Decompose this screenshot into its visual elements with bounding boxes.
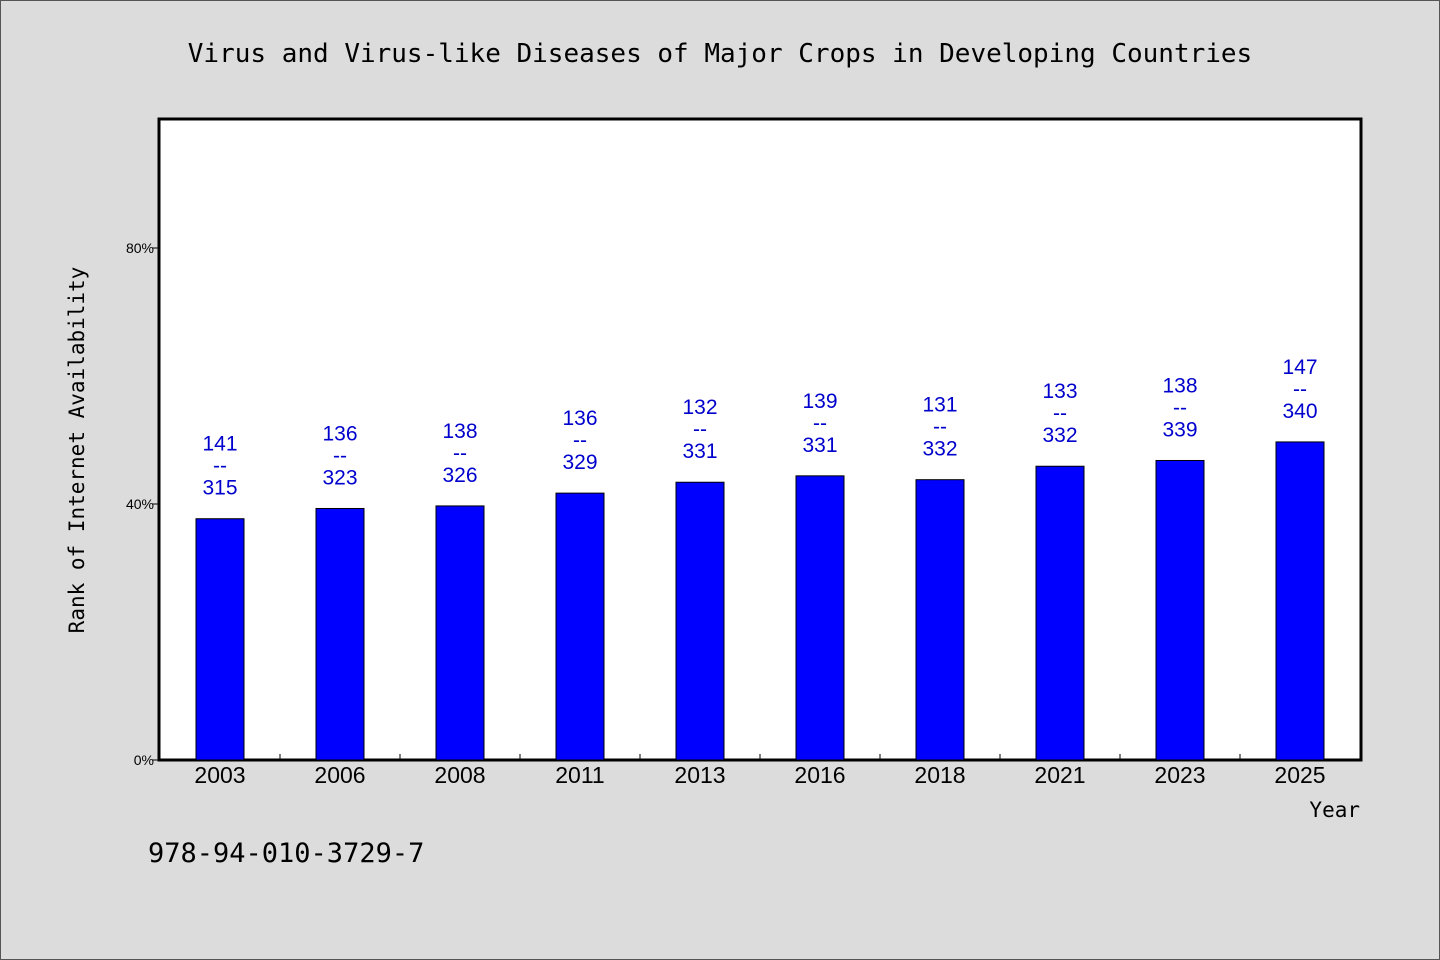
- x-tick-label-2016: 2016: [794, 762, 845, 788]
- data-label-2008-line-3: 326: [442, 464, 477, 487]
- x-tick-label-2018: 2018: [914, 762, 965, 788]
- data-label-2018-line-2: --: [933, 416, 947, 439]
- bars-layer: [195, 441, 1325, 761]
- x-tick-label-2013: 2013: [674, 762, 725, 788]
- data-label-2021-line-3: 332: [1042, 424, 1077, 447]
- data-label-2025-line-1: 147: [1282, 356, 1317, 379]
- data-label-2025-line-3: 340: [1282, 400, 1317, 423]
- y-tick-label-0: 0%: [134, 752, 154, 768]
- data-label-2023-line-2: --: [1173, 396, 1187, 419]
- y-axis-label: Rank of Internet Availability: [65, 267, 89, 634]
- data-label-2003-line-1: 141: [202, 433, 237, 456]
- data-label-2006-line-1: 136: [322, 422, 357, 445]
- footer-identifier: 978-94-010-3729-7: [148, 838, 424, 869]
- data-label-2003-line-3: 315: [202, 477, 237, 500]
- bar-2018: [915, 479, 965, 761]
- data-label-2011-line-2: --: [573, 429, 587, 452]
- bar-2008: [435, 505, 485, 761]
- data-label-2023-line-1: 138: [1162, 374, 1197, 397]
- data-label-2016-line-3: 331: [802, 434, 837, 457]
- y-tick-label-80: 80%: [126, 240, 154, 256]
- x-axis-label: Year: [1309, 798, 1360, 822]
- data-label-2018-line-1: 131: [922, 394, 957, 417]
- bar-2011: [555, 492, 605, 761]
- bar-2016: [795, 475, 845, 761]
- data-label-2013-line-1: 132: [682, 396, 717, 419]
- data-label-2008-line-1: 138: [442, 420, 477, 443]
- data-label-2021-line-1: 133: [1042, 380, 1077, 403]
- data-labels-layer: 141--315136--323138--326136--329132--331…: [202, 356, 1317, 500]
- x-tick-label-2008: 2008: [434, 762, 485, 788]
- data-label-2016-line-2: --: [813, 412, 827, 435]
- x-tick-label-2011: 2011: [555, 762, 604, 788]
- x-tick-label-2003: 2003: [194, 762, 245, 788]
- data-label-2013-line-3: 331: [682, 440, 717, 463]
- data-label-2025-line-2: --: [1293, 378, 1307, 401]
- y-tick-label-40: 40%: [126, 496, 154, 512]
- bar-2023: [1155, 459, 1205, 761]
- data-label-2011-line-1: 136: [562, 407, 597, 430]
- data-label-2006-line-3: 323: [322, 466, 357, 489]
- x-tick-label-2021: 2021: [1034, 762, 1085, 788]
- x-tick-label-2025: 2025: [1274, 762, 1325, 788]
- data-label-2003-line-2: --: [213, 455, 227, 478]
- data-label-2023-line-3: 339: [1162, 418, 1197, 441]
- data-label-2021-line-2: --: [1053, 402, 1067, 425]
- data-label-2018-line-3: 332: [922, 438, 957, 461]
- bar-2013: [675, 481, 725, 761]
- data-label-2008-line-2: --: [453, 442, 467, 465]
- data-label-2016-line-1: 139: [802, 390, 837, 413]
- data-label-2013-line-2: --: [693, 418, 707, 441]
- bar-2021: [1035, 465, 1085, 761]
- bar-2003: [195, 518, 245, 761]
- data-label-2006-line-2: --: [333, 444, 347, 467]
- chart-title: Virus and Virus-like Diseases of Major C…: [188, 39, 1252, 69]
- x-tick-label-2006: 2006: [314, 762, 365, 788]
- x-tick-label-2023: 2023: [1154, 762, 1205, 788]
- data-label-2011-line-3: 329: [562, 451, 597, 474]
- bar-2006: [315, 507, 365, 761]
- ticks-layer: 2003 2006 2008 2011 2013 2016 2018 2021 2023 2025…: [126, 240, 1326, 788]
- bar-2025: [1275, 441, 1325, 761]
